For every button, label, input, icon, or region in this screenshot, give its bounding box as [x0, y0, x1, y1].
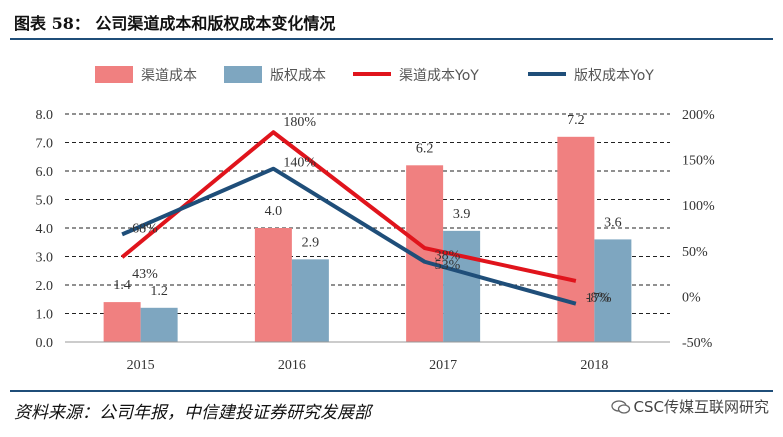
- bar-value-label: 7.2: [567, 113, 585, 128]
- line-value-label: 140%: [283, 156, 316, 171]
- wechat-icon: [610, 400, 630, 414]
- bar-value-label: 3.6: [604, 215, 622, 230]
- legend-label: 版权成本YoY: [574, 68, 654, 84]
- series-line: [121, 166, 577, 306]
- bar-value-label: 1.4: [113, 278, 131, 293]
- legend-label: 版权成本: [270, 68, 326, 84]
- bar: [254, 228, 292, 342]
- bar: [594, 239, 632, 342]
- watermark-text: CSC传媒互联网研究: [633, 398, 769, 416]
- bar-value-label: 2.9: [302, 235, 320, 250]
- watermark: CSC传媒互联网研究: [610, 396, 769, 417]
- bar: [443, 230, 481, 342]
- y-left-tick-label: 6.0: [36, 165, 54, 180]
- y-right-tick-label: 200%: [682, 108, 715, 123]
- y-right-tick-label: 150%: [682, 154, 715, 169]
- bar-value-label: 4.0: [265, 204, 283, 219]
- y-left-tick-label: 3.0: [36, 251, 54, 266]
- line-value-label: 53%: [435, 258, 461, 273]
- x-tick-label: 2017: [429, 358, 457, 373]
- line-value-label: 68%: [132, 221, 158, 236]
- bar: [103, 302, 141, 342]
- bars: [103, 136, 632, 342]
- y-left-tick-label: 1.0: [36, 308, 54, 323]
- y-left-tick-label: 0.0: [36, 336, 54, 351]
- bar-value-label: 6.2: [416, 141, 434, 156]
- y-right-tick-label: 100%: [682, 199, 715, 214]
- y-right-tick-label: 0%: [682, 290, 701, 305]
- legend-label: 渠道成本YoY: [399, 68, 479, 84]
- y-left-tick-label: 5.0: [36, 194, 54, 209]
- y-right-tick-label: 50%: [682, 245, 708, 260]
- data-labels: 1.4 4.0 6.2 7.2 1.2 2.9 3.9 3.6 43% 180% 53% 17% 68%…: [113, 113, 621, 306]
- series-line: [120, 130, 577, 283]
- line-value-label: 17%: [586, 291, 612, 306]
- footer-divider: [10, 390, 773, 392]
- legend-swatch: [224, 66, 262, 83]
- page-title: 图表 58： 公司渠道成本和版权成本变化情况: [14, 14, 336, 33]
- x-tick-label: 2015: [127, 358, 155, 373]
- bar: [557, 136, 595, 342]
- y-right-tick-label: -50%: [682, 336, 713, 351]
- line-value-label: 43%: [132, 267, 158, 282]
- line-value-label: -8%: [586, 291, 610, 306]
- bar: [291, 259, 329, 342]
- bar-value-label: 1.2: [150, 284, 168, 299]
- axes: 0.0 1.0 2.0 3.0 4.0 5.0 6.0 7.0 8.0 -50% 0% 50% 100%…: [36, 108, 716, 373]
- lines: [120, 130, 577, 306]
- legend-label: 渠道成本: [141, 68, 197, 84]
- line-value-label: 180%: [283, 115, 316, 130]
- chart: 1.4 4.0 6.2 7.2 1.2 2.9 3.9 3.6 43% 180% 53% 17% 68%…: [36, 66, 716, 373]
- legend: 渠道成本 版权成本 渠道成本YoY 版权成本YoY: [95, 66, 654, 84]
- gridlines: [65, 113, 670, 314]
- title-divider: [10, 38, 773, 40]
- bar-value-label: 3.9: [453, 207, 471, 222]
- source-note: 资料来源：公司年报，中信建投证券研究发展部: [14, 403, 371, 423]
- y-left-tick-label: 8.0: [36, 108, 54, 123]
- y-left-tick-label: 2.0: [36, 279, 54, 294]
- y-left-tick-label: 4.0: [36, 222, 54, 237]
- x-tick-label: 2016: [278, 358, 306, 373]
- bar: [140, 307, 178, 342]
- y-left-tick-label: 7.0: [36, 137, 54, 152]
- x-tick-label: 2018: [580, 358, 608, 373]
- legend-swatch: [95, 66, 133, 83]
- line-value-label: 38%: [435, 249, 461, 264]
